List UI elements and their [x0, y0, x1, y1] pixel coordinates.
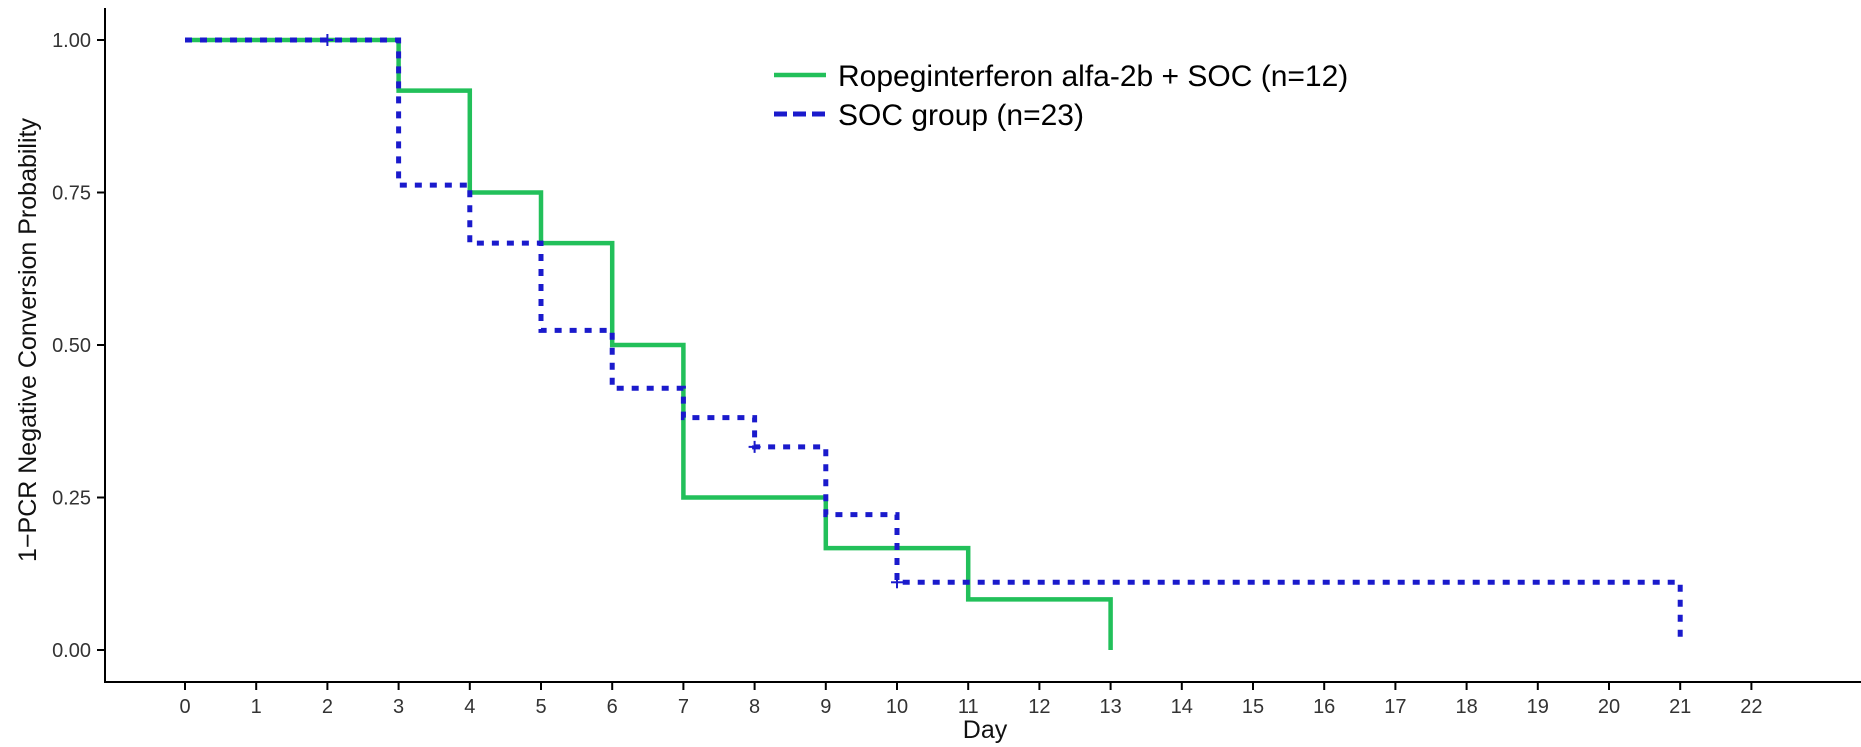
y-tick-label: 0.25: [52, 488, 91, 510]
x-axis-title: Day: [963, 716, 1008, 744]
x-tick-label: 1: [251, 696, 262, 718]
legend: Ropeginterferon alfa-2b + SOC (n=12) SOC …: [774, 60, 1348, 132]
x-tick-label: 11: [958, 696, 979, 718]
x-tick-label: 19: [1527, 696, 1549, 718]
x-tick-label: 3: [393, 696, 404, 718]
x-tick-label: 7: [678, 696, 689, 718]
x-tick-label: 6: [607, 696, 618, 718]
x-tick-label: 4: [464, 696, 475, 718]
x-tick-label: 5: [535, 696, 546, 718]
x-tick-label: 20: [1598, 696, 1620, 718]
x-tick-label: 9: [820, 696, 831, 718]
censor-mark: [748, 440, 761, 453]
y-axis-title: 1−PCR Negative Conversion Probability: [14, 118, 42, 562]
x-tick-label: 14: [1171, 696, 1193, 718]
series-line-soc: [185, 37, 1683, 644]
x-tick-label: 13: [1099, 696, 1121, 718]
legend-label-soc: SOC group (n=23): [838, 99, 1084, 132]
x-tick-label: 22: [1740, 696, 1762, 718]
y-tick-label: 0.00: [52, 640, 91, 662]
y-tick-label: 0.75: [52, 183, 91, 205]
censor-marks: [321, 34, 903, 589]
x-tick-label: 8: [749, 696, 760, 718]
x-tick-label: 16: [1313, 696, 1335, 718]
x-tick-label: 0: [179, 696, 190, 718]
x-tick-label: 15: [1242, 696, 1264, 718]
x-tick-label: 18: [1455, 696, 1477, 718]
x-tick-label: 21: [1669, 696, 1691, 718]
y-tick-label: 0.50: [52, 335, 91, 357]
x-tick-label: 17: [1384, 696, 1406, 718]
x-tick-label: 12: [1028, 696, 1050, 718]
censor-mark: [321, 34, 334, 46]
y-ticks: 0.00 0.25 0.50 0.75 1.00: [52, 30, 105, 662]
series-layer: [185, 37, 1683, 650]
y-tick-label: 1.00: [52, 30, 91, 52]
x-tick-label: 2: [322, 696, 333, 718]
series-line-ropeginterferon: [185, 37, 1113, 650]
censor-mark: [891, 576, 903, 589]
x-ticks: 0 1 2 3 4 5 6 7 8 9 10 11 12 13 14 15 16 17 18 19 20 21 22: [179, 682, 1763, 718]
x-tick-label: 10: [886, 696, 908, 718]
legend-label-ropeginterferon: Ropeginterferon alfa-2b + SOC (n=12): [838, 60, 1348, 93]
